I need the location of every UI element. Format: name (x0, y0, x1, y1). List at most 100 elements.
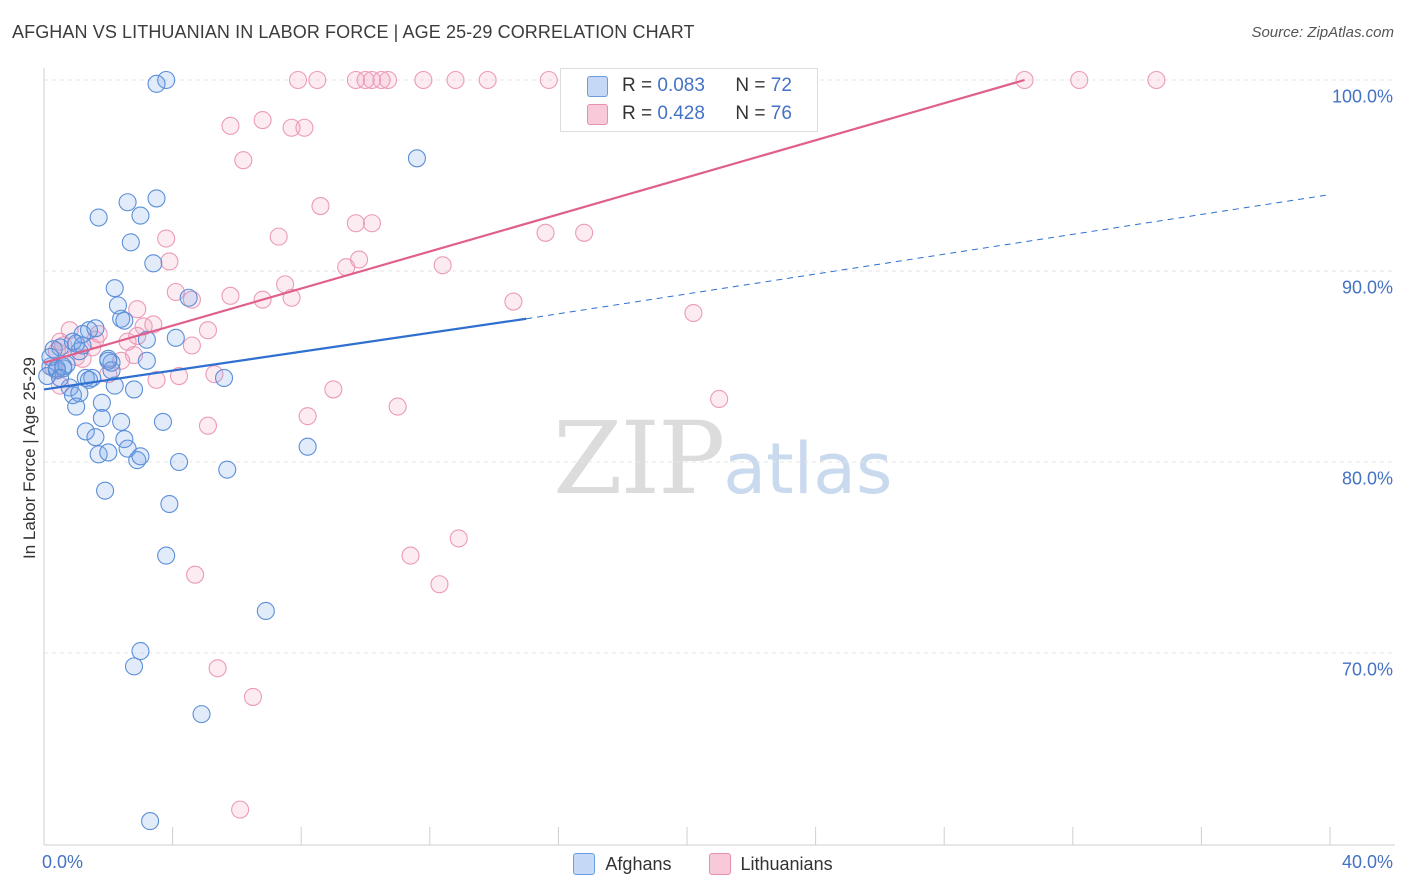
lithuanians-point (182, 290, 201, 309)
lithuanians-legend-swatch (708, 853, 731, 875)
afghans-point (298, 437, 317, 456)
afghans-point (115, 430, 134, 449)
afghans-point (89, 208, 108, 227)
afghans-point (147, 74, 166, 93)
afghans-point (86, 428, 105, 447)
r-value: 0.428 (657, 103, 705, 124)
axes (43, 68, 1395, 846)
afghans-point (86, 319, 105, 338)
afghans-point (112, 412, 131, 431)
afghans-point (70, 342, 89, 361)
lithuanians-point (536, 223, 555, 242)
lithuanians-point (288, 70, 308, 90)
y-tick-label: 80.0% (1341, 468, 1393, 489)
lithuanians-point (308, 70, 327, 90)
afghans-point (153, 412, 173, 431)
trend-lines (43, 78, 1331, 391)
lithuanians-swatch (587, 103, 608, 125)
lithuanians-point (295, 118, 314, 137)
afghans-point (99, 351, 118, 370)
afghans-swatch (587, 75, 608, 97)
afghans-point (179, 288, 198, 307)
afghans-point (115, 311, 134, 330)
lithuanians-point (147, 370, 166, 389)
afghans-point (112, 309, 131, 328)
afghans-point (79, 370, 99, 389)
lithuanians-point (160, 252, 179, 271)
afghans-point (157, 546, 176, 565)
n-label: N = (735, 75, 766, 96)
lithuanians-point (198, 321, 218, 340)
lithuanians-point (684, 303, 703, 323)
n-label: N = (735, 103, 766, 124)
afghans-point (137, 330, 156, 349)
r-label: R = (622, 103, 653, 124)
lithuanians-point (186, 565, 205, 584)
lithuanians-point (372, 70, 391, 90)
afghans-point (67, 397, 86, 416)
watermark-atlas: atlas (723, 428, 893, 510)
lithuanians-points (44, 70, 1166, 819)
y-tick-label: 100.0% (1331, 86, 1393, 107)
lithuanians-point (1070, 70, 1089, 90)
lithuanians-point (346, 70, 365, 90)
afghans-point (63, 386, 82, 405)
afghans-point (256, 601, 275, 621)
afghans-point (92, 409, 111, 428)
lithuanians-point (346, 214, 365, 233)
lithuanians-point (710, 389, 729, 409)
lithuanians-point (253, 111, 272, 130)
afghans-point (137, 351, 156, 370)
lithuanians-point (388, 397, 407, 416)
lithuanians-point (446, 70, 465, 90)
y-tick-label: 70.0% (1341, 659, 1393, 680)
lithuanians-point (208, 659, 227, 678)
afghans-point (99, 443, 118, 462)
lithuanians-point (401, 546, 420, 565)
lithuanians-point (128, 300, 147, 319)
lithuanians-point (539, 70, 558, 90)
afghans-point (124, 380, 144, 399)
watermark: ZIPatlas (553, 400, 892, 517)
lithuanians-point (449, 529, 468, 548)
afghans-legend-swatch (573, 853, 596, 875)
afghans-point (51, 368, 70, 388)
lithuanians-point (324, 380, 343, 399)
afghans-point (76, 422, 95, 441)
x-tick-label: 0.0% (42, 852, 84, 872)
afghans-point (121, 233, 140, 252)
lithuanians-point (298, 407, 317, 426)
lithuanians-point (362, 214, 381, 233)
afghans-point (124, 657, 144, 676)
lithuanians-point (221, 116, 240, 135)
afghans-trend-extension (526, 194, 1331, 320)
r-value: 0.083 (657, 75, 705, 96)
afghans-point (192, 705, 211, 724)
legend-row-lithuanians: R = 0.428 N = 76 (587, 101, 792, 127)
afghans-point (131, 642, 150, 661)
legend-item-afghans[interactable]: Afghans (573, 853, 671, 875)
source-credit: Source: ZipAtlas.com (1251, 24, 1394, 41)
afghans-point (118, 193, 137, 212)
afghans-point (92, 393, 111, 412)
lithuanians-point (378, 70, 398, 90)
afghans-point (131, 447, 150, 466)
lithuanians-point (1147, 70, 1166, 90)
afghans-trend-line (43, 317, 527, 391)
lithuanians-point (157, 229, 176, 248)
lithuanians-point (234, 151, 253, 170)
legend-item-lithuanians[interactable]: Lithuanians (708, 853, 833, 875)
lithuanians-point (430, 575, 449, 594)
lithuanians-point (198, 416, 218, 435)
afghans-point (157, 70, 176, 90)
n-value: 72 (770, 75, 792, 96)
afghans-point (131, 206, 150, 225)
lithuanians-point (205, 365, 224, 384)
lithuanians-point (311, 197, 330, 216)
y-tick-label: 90.0% (1341, 277, 1393, 298)
n-value: 76 (770, 103, 792, 124)
afghans-points (38, 70, 426, 831)
afghans-point (144, 254, 163, 273)
watermark-zip: ZIP (553, 400, 725, 517)
